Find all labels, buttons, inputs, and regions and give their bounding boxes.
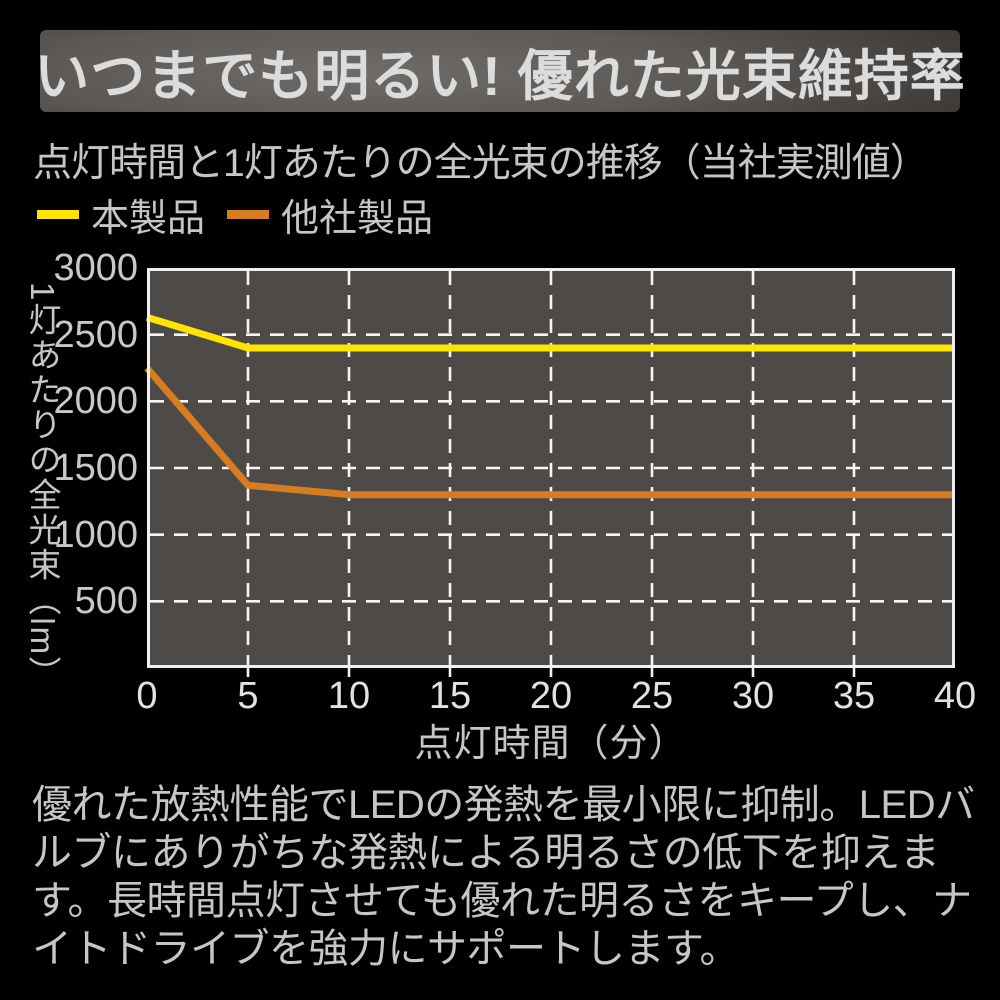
y-axis-title: 1灯あたりの全光束（lm） [24, 282, 61, 692]
y-tick-label: 2000 [53, 380, 138, 423]
chart-legend: 本製品 他社製品 [37, 194, 455, 240]
legend-swatch-icon [227, 209, 270, 219]
legend-label: 本製品 [91, 197, 206, 240]
legend-item-1: 他社製品 [227, 187, 433, 242]
y-tick-label: 1000 [53, 513, 138, 556]
y-tick-label: 3000 [53, 247, 138, 289]
x-tick-label: 10 [327, 675, 371, 717]
banner: いつまでも明るい! 優れた光束維持率 [34, 30, 965, 112]
banner-title: いつまでも明るい! 優れた光束維持率 [34, 45, 966, 107]
x-tick-label: 30 [731, 675, 775, 717]
legend-label: 他社製品 [281, 197, 434, 240]
x-tick-label: 5 [237, 675, 259, 717]
description-text: 優れた放熱性能でLEDの発熱を最小限に抑制。LEDバルブにありがちな発熱による明… [32, 783, 975, 971]
chart-plot-svg [144, 268, 955, 677]
chart-subtitle: 点灯時間と1灯あたりの全光束の推移（当社実測値） [33, 142, 929, 185]
y-tick-label: 1500 [53, 447, 138, 489]
x-tick-label: 35 [832, 675, 876, 717]
x-tick-label: 15 [428, 675, 472, 717]
x-tick-label: 25 [630, 675, 674, 717]
x-axis-title: 点灯時間（分） [414, 723, 688, 765]
y-tick-label: 2500 [53, 313, 138, 356]
x-tick-label: 40 [933, 675, 977, 717]
legend-swatch-icon [37, 209, 79, 219]
legend-item-0: 本製品 [37, 187, 205, 242]
x-tick-label: 20 [529, 675, 573, 717]
y-tick-label: 500 [74, 580, 138, 623]
series-line-0 [145, 313, 955, 352]
plot-border [147, 268, 955, 668]
series-line-1 [144, 365, 955, 499]
x-tick-label: 0 [136, 675, 158, 717]
chart-plot-area [144, 268, 955, 677]
